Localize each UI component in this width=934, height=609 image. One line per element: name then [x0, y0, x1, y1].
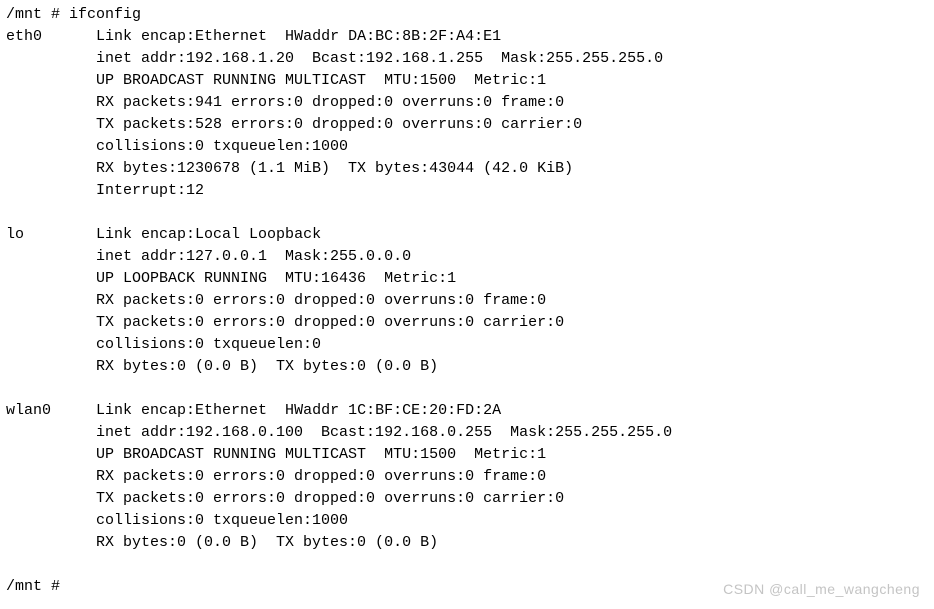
iface-line: Link encap:Ethernet HWaddr 1C:BF:CE:20:F… [96, 402, 501, 419]
prompt: /mnt # [6, 6, 60, 23]
watermark: CSDN @call_me_wangcheng [723, 581, 920, 597]
iface-line: collisions:0 txqueuelen:1000 [96, 512, 348, 529]
iface-line: inet addr:192.168.0.100 Bcast:192.168.0.… [96, 424, 672, 441]
iface-line: RX bytes:0 (0.0 B) TX bytes:0 (0.0 B) [96, 358, 438, 375]
iface-line: UP BROADCAST RUNNING MULTICAST MTU:1500 … [96, 446, 546, 463]
iface-name-2: wlan0 [6, 402, 51, 419]
iface-line: Interrupt:12 [96, 182, 204, 199]
iface-line: RX packets:941 errors:0 dropped:0 overru… [96, 94, 564, 111]
iface-line: RX bytes:0 (0.0 B) TX bytes:0 (0.0 B) [96, 534, 438, 551]
iface-line: collisions:0 txqueuelen:1000 [96, 138, 348, 155]
iface-line: UP LOOPBACK RUNNING MTU:16436 Metric:1 [96, 270, 456, 287]
terminal-output[interactable]: /mnt # ifconfig eth0 Link encap:Ethernet… [0, 0, 934, 602]
iface-line: TX packets:0 errors:0 dropped:0 overruns… [96, 314, 564, 331]
iface-line: RX packets:0 errors:0 dropped:0 overruns… [96, 292, 546, 309]
iface-line: inet addr:192.168.1.20 Bcast:192.168.1.2… [96, 50, 663, 67]
iface-line: RX packets:0 errors:0 dropped:0 overruns… [96, 468, 546, 485]
iface-line: collisions:0 txqueuelen:0 [96, 336, 321, 353]
iface-line: UP BROADCAST RUNNING MULTICAST MTU:1500 … [96, 72, 546, 89]
iface-name-0: eth0 [6, 28, 42, 45]
iface-line: Link encap:Ethernet HWaddr DA:BC:8B:2F:A… [96, 28, 501, 45]
iface-line: inet addr:127.0.0.1 Mask:255.0.0.0 [96, 248, 411, 265]
iface-line: RX bytes:1230678 (1.1 MiB) TX bytes:4304… [96, 160, 573, 177]
iface-name-1: lo [6, 226, 24, 243]
trailing-prompt: /mnt # [6, 578, 60, 595]
iface-line: TX packets:528 errors:0 dropped:0 overru… [96, 116, 582, 133]
iface-line: TX packets:0 errors:0 dropped:0 overruns… [96, 490, 564, 507]
command: ifconfig [69, 6, 141, 23]
iface-line: Link encap:Local Loopback [96, 226, 321, 243]
